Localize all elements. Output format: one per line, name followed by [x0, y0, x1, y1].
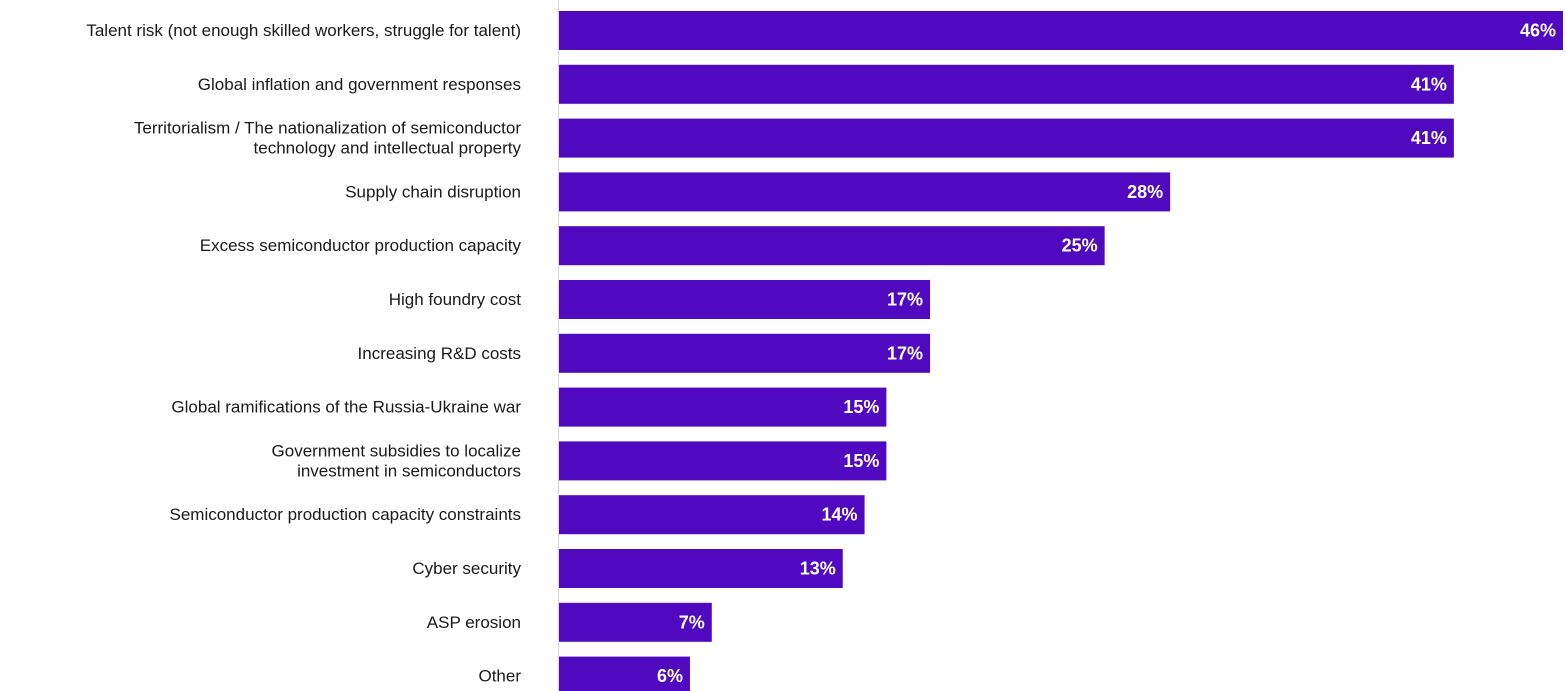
- category-label: ASP erosion: [427, 613, 521, 632]
- category-label: Cyber security: [412, 559, 521, 578]
- category-label-line: ASP erosion: [427, 613, 521, 632]
- category-label-line: technology and intellectual property: [254, 139, 522, 158]
- value-label: 17%: [887, 343, 923, 363]
- category-label-line: Global inflation and government response…: [198, 75, 521, 94]
- value-label: 25%: [1062, 236, 1098, 256]
- category-label: Talent risk (not enough skilled workers,…: [86, 21, 521, 40]
- bars-group: [559, 11, 1563, 691]
- category-label: Global ramifications of the Russia-Ukrai…: [171, 398, 521, 417]
- bar: [559, 64, 1454, 104]
- value-label: 6%: [657, 666, 683, 686]
- value-label: 14%: [822, 505, 858, 525]
- category-label-line: Other: [478, 667, 521, 686]
- value-label: 15%: [843, 451, 879, 471]
- category-label-line: Talent risk (not enough skilled workers,…: [86, 21, 521, 40]
- bar: [559, 226, 1105, 266]
- value-label: 28%: [1127, 182, 1163, 202]
- bar: [559, 333, 931, 373]
- category-label-line: Global ramifications of the Russia-Ukrai…: [171, 398, 521, 417]
- bar: [559, 656, 690, 691]
- category-label-line: Supply chain disruption: [345, 182, 521, 201]
- category-label-line: Cyber security: [412, 559, 521, 578]
- category-label-line: Government subsidies to localize: [272, 441, 521, 460]
- category-label: Global inflation and government response…: [198, 75, 521, 94]
- bar: [559, 602, 712, 642]
- category-label: Other: [478, 667, 521, 686]
- category-label: Territorialism / The nationalization of …: [134, 119, 522, 158]
- category-label-line: investment in semiconductors: [297, 461, 521, 480]
- category-label: Increasing R&D costs: [358, 344, 521, 363]
- value-label: 13%: [800, 559, 836, 579]
- value-label: 15%: [843, 397, 879, 417]
- category-label: Semiconductor production capacity constr…: [169, 505, 521, 524]
- value-label: 17%: [887, 290, 923, 310]
- category-label-line: Excess semiconductor production capacity: [200, 236, 522, 255]
- category-label-line: High foundry cost: [389, 290, 522, 309]
- category-label-line: Increasing R&D costs: [358, 344, 521, 363]
- value-label: 41%: [1411, 74, 1447, 94]
- category-label: Excess semiconductor production capacity: [200, 236, 522, 255]
- category-label: Government subsidies to localize investme…: [272, 441, 521, 480]
- bar: [559, 441, 887, 481]
- category-label-line: Territorialism / The nationalization of …: [134, 119, 521, 138]
- value-labels-group: 46% 41% 41% 28% 25% 17% 17% 15% 15% 14% 13% 7% 6%: [657, 21, 1556, 687]
- bar: [559, 118, 1454, 158]
- category-label-line: Semiconductor production capacity constr…: [169, 505, 521, 524]
- value-label: 46%: [1520, 21, 1556, 41]
- bar: [559, 495, 865, 535]
- value-label: 41%: [1411, 128, 1447, 148]
- value-label: 7%: [679, 612, 705, 632]
- bar: [559, 387, 887, 427]
- category-label: Supply chain disruption: [345, 182, 521, 201]
- bar: [559, 11, 1563, 50]
- category-labels-group: Talent risk (not enough skilled workers,…: [86, 21, 521, 686]
- category-label: High foundry cost: [389, 290, 522, 309]
- bar: [559, 280, 931, 319]
- bar: [559, 549, 843, 588]
- bar: [559, 172, 1171, 212]
